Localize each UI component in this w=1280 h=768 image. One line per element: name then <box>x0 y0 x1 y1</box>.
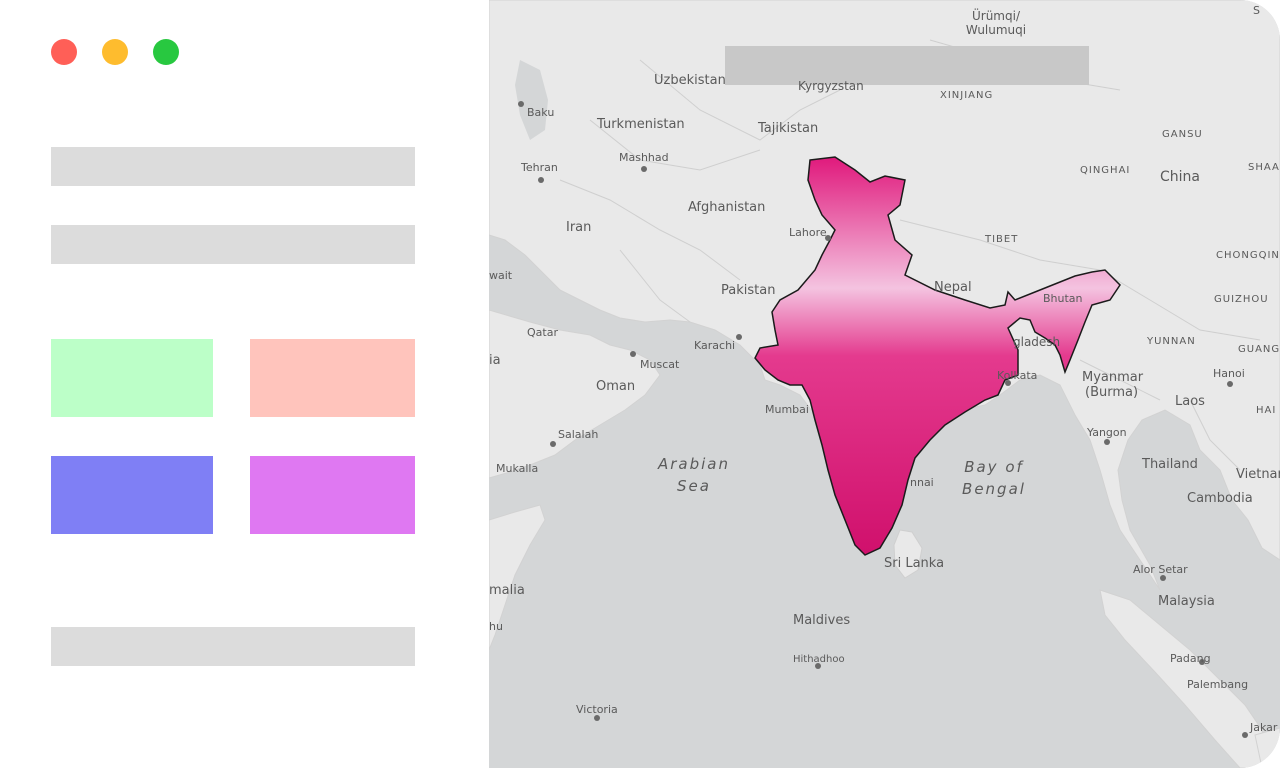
label-yunnan: YUNNAN <box>1146 336 1196 347</box>
label-victoria: Victoria <box>576 703 618 716</box>
label-arabian-sea: Arabian Sea <box>657 455 730 495</box>
land-sumatra <box>1099 589 1271 768</box>
label-afghanistan: Afghanistan <box>688 200 765 215</box>
label-palembang: Palembang <box>1187 678 1248 691</box>
label-sri-lanka: Sri Lanka <box>884 556 944 571</box>
label-padang: Padang <box>1170 652 1211 665</box>
label-iran: Iran <box>566 220 591 235</box>
label-thailand: Thailand <box>1141 457 1198 472</box>
label-maldives: Maldives <box>793 613 850 628</box>
label-baku: Baku <box>527 106 554 119</box>
label-pakistan: Pakistan <box>721 283 775 298</box>
label-guang: GUANG <box>1238 344 1280 355</box>
label-bay-of-bengal: Bay of Bengal <box>962 458 1026 498</box>
label-qatar: Qatar <box>527 326 558 339</box>
label-malaysia: Malaysia <box>1158 594 1215 609</box>
label-nepal: Nepal <box>934 280 972 295</box>
land-africa-horn <box>489 504 546 651</box>
window-minimize-button[interactable] <box>102 39 128 65</box>
label-china: China <box>1160 169 1200 185</box>
label-hanoi: Hanoi <box>1213 367 1245 380</box>
label-alor-setar: Alor Setar <box>1133 563 1188 576</box>
caspian-sea <box>515 60 548 140</box>
sidebar-placeholder-bar-3 <box>51 627 415 666</box>
label-urumqi: Ürümqi/Wulumuqi <box>966 7 1026 37</box>
label-s-corner: S <box>1253 4 1260 17</box>
label-bhutan: Bhutan <box>1043 292 1083 305</box>
map-canvas[interactable]: Ürümqi/Wulumuqi Uzbekistan Kyrgyzstan XI… <box>489 0 1280 768</box>
label-chennai: nnai <box>910 476 934 489</box>
label-uzbekistan: Uzbekistan <box>654 73 726 88</box>
label-turkmenistan: Turkmenistan <box>596 117 685 132</box>
label-salalah: Salalah <box>558 428 598 441</box>
label-mogadishu: hu <box>489 620 503 633</box>
map-view[interactable]: Ürümqi/Wulumuqi Uzbekistan Kyrgyzstan XI… <box>489 0 1280 768</box>
legend-tile-blue[interactable] <box>51 456 213 534</box>
city-markers <box>518 101 1248 738</box>
label-mukalla: Mukalla <box>496 462 538 475</box>
label-kyrgyzstan: Kyrgyzstan <box>798 79 864 93</box>
window-maximize-button[interactable] <box>153 39 179 65</box>
label-gansu: GANSU <box>1162 129 1203 140</box>
label-tehran: Tehran <box>520 161 558 174</box>
legend-tile-salmon[interactable] <box>250 339 415 417</box>
label-shaa: SHAA <box>1248 162 1280 173</box>
label-mashhad: Mashhad <box>619 151 669 164</box>
label-yangon: Yangon <box>1086 426 1127 439</box>
land-arabia-oman <box>489 309 661 479</box>
legend-tile-magenta[interactable] <box>250 456 415 534</box>
label-hai: HAI <box>1256 405 1276 416</box>
persian-gulf <box>489 290 575 326</box>
label-saudi: ia <box>489 353 501 368</box>
india-highlight-region[interactable] <box>754 156 1121 556</box>
label-karachi: Karachi <box>694 339 735 352</box>
label-laos: Laos <box>1175 394 1205 409</box>
label-guizhou: GUIZHOU <box>1214 294 1269 305</box>
sidebar-panel <box>0 0 489 768</box>
label-tibet: TIBET <box>984 234 1018 245</box>
label-oman: Oman <box>596 379 635 394</box>
label-vietnam: Vietnar <box>1236 467 1280 482</box>
window-close-button[interactable] <box>51 39 77 65</box>
sidebar-placeholder-bar-1 <box>51 147 415 186</box>
label-bangladesh: gladesh <box>1013 335 1060 349</box>
label-chongqing: CHONGQIN <box>1216 250 1280 261</box>
label-somalia: malia <box>489 583 525 598</box>
label-mumbai: Mumbai <box>765 403 809 416</box>
map-search-bar[interactable] <box>725 46 1089 85</box>
label-hithadhoo: Hithadhoo <box>793 654 845 665</box>
label-lahore: Lahore <box>789 226 827 239</box>
label-cambodia: Cambodia <box>1187 491 1253 506</box>
label-qinghai: QINGHAI <box>1080 165 1130 176</box>
label-kuwait: wait <box>489 269 513 282</box>
label-kolkata: Kolkata <box>997 369 1037 382</box>
label-myanmar: Myanmar (Burma) <box>1082 370 1144 400</box>
label-jakarta: Jakar <box>1249 721 1278 734</box>
label-tajikistan: Tajikistan <box>757 121 818 136</box>
land-sri-lanka <box>893 529 923 579</box>
label-muscat: Muscat <box>640 358 680 371</box>
legend-tile-green[interactable] <box>51 339 213 417</box>
sidebar-placeholder-bar-2 <box>51 225 415 264</box>
label-xinjiang: XINJIANG <box>940 90 993 101</box>
